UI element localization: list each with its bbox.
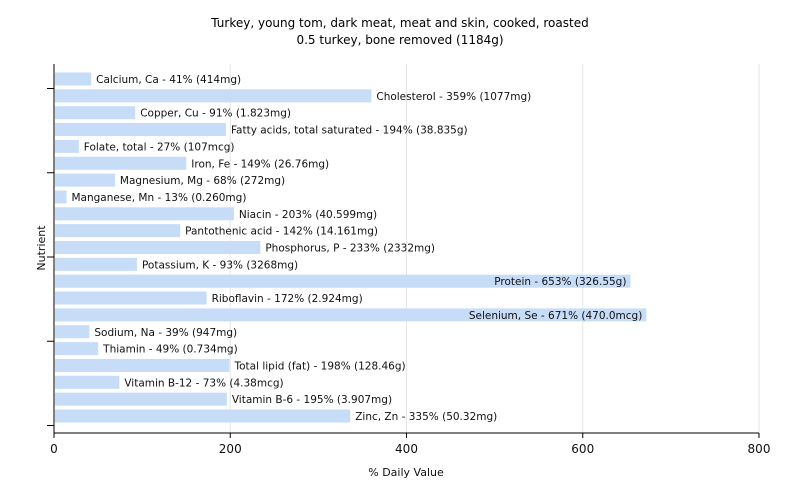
x-tick-label: 0 [50,442,58,456]
bar [55,224,181,238]
bar [55,342,99,356]
bar-label: Niacin - 203% (40.599mg) [239,209,377,221]
bar [55,207,234,221]
bar-label: Vitamin B-6 - 195% (3.907mg) [232,394,392,406]
bar-label: Potassium, K - 93% (3268mg) [142,259,298,271]
x-axis-title: % Daily Value [368,466,444,479]
bar [55,375,120,389]
bar-label: Thiamin - 49% (0.734mg) [102,344,238,356]
bar-label: Riboflavin - 172% (2.924mg) [212,293,363,305]
bar [55,72,92,86]
bar [55,409,351,423]
bar [55,325,90,339]
bar [55,241,261,254]
y-axis-title: Nutrient [35,225,48,271]
bar [55,139,79,153]
bar [55,392,227,406]
chart-title: Turkey, young tom, dark meat, meat and s… [210,16,588,30]
x-tick-label: 600 [571,442,594,456]
x-tick-label: 400 [395,442,418,456]
bar-label: Magnesium, Mg - 68% (272mg) [120,175,285,187]
bar-label: Folate, total - 27% (107mcg) [84,141,235,153]
chart-subtitle: 0.5 turkey, bone removed (1184g) [296,33,503,47]
bar [55,257,137,271]
bar-label: Total lipid (fat) - 198% (128.46g) [233,360,405,372]
x-ticks: 0 200 400 600 800 [50,433,770,456]
bar-label: Selenium, Se - 671% (470.0mcg) [469,310,643,322]
bar [55,123,226,137]
x-tick-label: 200 [219,442,242,456]
bar-label: Iron, Fe - 149% (26.76mg) [191,158,329,170]
bar-label: Sodium, Na - 39% (947mg) [94,327,237,339]
bars [55,72,647,423]
x-tick-label: 800 [748,442,771,456]
y-ticks [47,88,54,426]
bar [55,106,136,120]
bar-label: Calcium, Ca - 41% (414mg) [96,74,241,86]
bar [55,89,372,103]
bar [55,274,631,288]
bar [55,308,647,322]
bar-label: Zinc, Zn - 335% (50.32mg) [355,411,497,423]
bar [55,190,67,204]
bar [55,291,207,305]
bar-labels: Calcium, Ca - 41% (414mg) Cholesterol - 3… [71,74,642,423]
bar-label: Copper, Cu - 91% (1.823mg) [140,108,291,120]
bar-label: Manganese, Mn - 13% (0.260mg) [71,192,246,204]
bar [55,156,187,170]
bar-label: Protein - 653% (326.55g) [494,276,626,288]
bar [55,173,115,187]
bar-label: Fatty acids, total saturated - 194% (38.… [231,125,468,137]
bar-label: Vitamin B-12 - 73% (4.38mcg) [124,377,283,389]
bar-label: Pantothenic acid - 142% (14.161mg) [185,226,378,238]
bar-label: Phosphorus, P - 233% (2332mg) [265,243,435,255]
bar-label: Cholesterol - 359% (1077mg) [376,91,531,103]
bar [55,358,230,372]
